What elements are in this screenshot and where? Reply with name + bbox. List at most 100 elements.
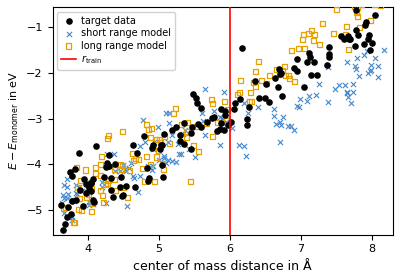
- target data: [169, 128, 176, 132]
- target data: [224, 123, 231, 127]
- long range model: [279, 69, 286, 73]
- target data: [198, 125, 204, 129]
- short range model: [241, 144, 247, 148]
- short range model: [306, 94, 312, 98]
- target data: [188, 125, 195, 130]
- long range model: [99, 193, 106, 198]
- long range model: [129, 151, 135, 156]
- short range model: [122, 167, 128, 171]
- long range model: [178, 122, 184, 127]
- target data: [245, 105, 252, 110]
- short range model: [164, 158, 171, 163]
- long range model: [236, 90, 243, 94]
- target data: [106, 153, 112, 157]
- short range model: [277, 139, 283, 144]
- short range model: [332, 87, 338, 91]
- long range model: [222, 99, 228, 104]
- target data: [157, 146, 164, 151]
- long range model: [281, 64, 288, 69]
- target data: [326, 52, 332, 56]
- short range model: [150, 146, 156, 151]
- target data: [324, 62, 330, 67]
- short range model: [137, 174, 144, 178]
- short range model: [356, 73, 362, 78]
- short range model: [375, 64, 382, 68]
- target data: [237, 97, 243, 101]
- target data: [352, 44, 358, 49]
- long range model: [237, 78, 244, 83]
- short range model: [243, 154, 249, 158]
- target data: [104, 161, 111, 165]
- short range model: [344, 95, 351, 99]
- short range model: [83, 188, 90, 193]
- long range model: [132, 156, 139, 160]
- short range model: [353, 67, 359, 71]
- short range model: [344, 91, 350, 95]
- long range model: [148, 126, 154, 131]
- short range model: [102, 201, 109, 206]
- target data: [144, 166, 150, 170]
- long range model: [88, 201, 94, 206]
- target data: [64, 215, 70, 220]
- long range model: [183, 135, 190, 139]
- long range model: [117, 162, 124, 166]
- long range model: [143, 123, 149, 127]
- target data: [80, 204, 86, 208]
- short range model: [163, 111, 169, 116]
- long range model: [126, 168, 133, 172]
- long range model: [364, 0, 370, 1]
- short range model: [64, 196, 70, 200]
- short range model: [241, 101, 247, 106]
- long range model: [235, 93, 241, 97]
- long range model: [248, 90, 254, 94]
- short range model: [154, 125, 161, 130]
- short range model: [144, 164, 151, 169]
- long range model: [299, 37, 305, 41]
- target data: [326, 45, 332, 49]
- long range model: [258, 79, 264, 83]
- long range model: [224, 107, 231, 112]
- target data: [231, 106, 237, 111]
- Y-axis label: $E - E_\mathrm{monomer}$ in eV: $E - E_\mathrm{monomer}$ in eV: [7, 71, 21, 171]
- target data: [188, 147, 194, 151]
- short range model: [200, 119, 207, 123]
- long range model: [358, 2, 364, 7]
- short range model: [151, 139, 157, 144]
- target data: [366, 48, 373, 52]
- long range model: [112, 188, 118, 193]
- long range model: [76, 196, 82, 200]
- long range model: [63, 205, 69, 210]
- target data: [326, 55, 332, 60]
- long range model: [305, 31, 312, 36]
- short range model: [90, 202, 96, 206]
- long range model: [97, 173, 103, 178]
- target data: [244, 123, 250, 128]
- short range model: [294, 103, 300, 108]
- target data: [108, 188, 115, 193]
- target data: [177, 139, 183, 143]
- long range model: [147, 163, 154, 167]
- short range model: [222, 120, 229, 124]
- short range model: [71, 199, 77, 204]
- target data: [204, 120, 210, 124]
- target data: [180, 121, 187, 125]
- long range model: [295, 46, 302, 51]
- short range model: [325, 64, 331, 69]
- target data: [353, 27, 359, 32]
- short range model: [120, 162, 127, 167]
- target data: [222, 108, 228, 113]
- target data: [73, 198, 80, 203]
- long range model: [215, 121, 221, 125]
- target data: [340, 37, 347, 41]
- long range model: [287, 76, 293, 81]
- long range model: [354, 14, 360, 19]
- long range model: [308, 28, 315, 32]
- target data: [80, 177, 87, 181]
- target data: [112, 162, 118, 166]
- short range model: [128, 160, 134, 165]
- target data: [120, 193, 126, 198]
- short range model: [149, 164, 156, 168]
- target data: [83, 191, 89, 195]
- target data: [300, 85, 307, 90]
- target data: [346, 37, 352, 41]
